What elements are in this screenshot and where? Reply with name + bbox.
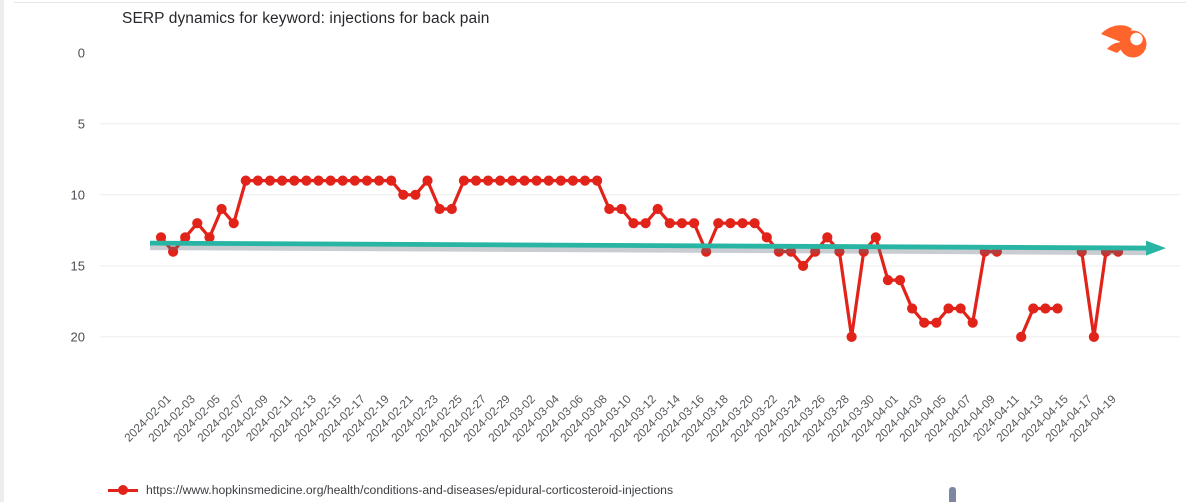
data-point[interactable] <box>483 175 494 186</box>
legend-series-label: https://www.hopkinsmedicine.org/health/c… <box>146 483 674 497</box>
series-line <box>159 179 1120 339</box>
data-point[interactable] <box>531 175 542 186</box>
data-point[interactable] <box>507 175 518 186</box>
data-point[interactable] <box>361 175 373 186</box>
data-point[interactable] <box>168 246 179 257</box>
data-point[interactable] <box>277 175 288 186</box>
data-point[interactable] <box>773 246 785 257</box>
data-point[interactable] <box>458 175 469 186</box>
data-point[interactable] <box>749 218 760 229</box>
data-point[interactable] <box>264 175 276 186</box>
data-point[interactable] <box>846 331 857 342</box>
data-point[interactable] <box>604 203 615 215</box>
trend-line <box>149 240 1149 251</box>
data-point[interactable] <box>628 218 639 229</box>
data-point[interactable] <box>374 175 385 186</box>
legend: https://www.hopkinsmedicine.org/health/c… <box>108 483 673 497</box>
data-point[interactable] <box>155 232 167 243</box>
data-point[interactable] <box>470 175 482 186</box>
data-point[interactable] <box>216 203 227 215</box>
data-point[interactable] <box>386 175 397 186</box>
data-point[interactable] <box>701 246 712 257</box>
data-point[interactable] <box>1052 303 1063 314</box>
data-point[interactable] <box>943 303 954 314</box>
page-edge <box>0 0 4 502</box>
data-point[interactable] <box>689 218 700 229</box>
data-point[interactable] <box>337 175 348 186</box>
data-point[interactable] <box>592 175 603 186</box>
semrush-logo-icon <box>1101 25 1147 58</box>
data-point[interactable] <box>495 175 506 186</box>
data-point[interactable] <box>761 232 772 243</box>
data-point[interactable] <box>543 175 554 186</box>
data-point[interactable] <box>870 232 881 243</box>
trend-arrowhead-icon <box>1146 240 1166 256</box>
data-point[interactable] <box>579 175 591 186</box>
data-point[interactable] <box>519 175 530 186</box>
data-point[interactable] <box>422 175 433 186</box>
data-point[interactable] <box>967 317 978 328</box>
y-tick-label: 0 <box>77 45 85 61</box>
card-top-border <box>14 2 1186 3</box>
data-point[interactable] <box>313 175 324 186</box>
data-point[interactable] <box>410 189 421 200</box>
trend-shadow <box>149 243 1147 256</box>
data-point[interactable] <box>894 275 906 286</box>
data-point[interactable] <box>240 175 251 186</box>
data-point[interactable] <box>228 218 239 229</box>
data-point[interactable] <box>810 246 821 257</box>
data-point[interactable] <box>204 232 215 243</box>
data-point[interactable] <box>919 317 930 328</box>
data-point[interactable] <box>931 317 942 328</box>
data-point[interactable] <box>640 218 651 229</box>
data-point[interactable] <box>785 246 797 257</box>
data-point[interactable] <box>446 203 457 215</box>
y-tick-label: 15 <box>70 258 85 274</box>
data-point[interactable] <box>301 175 312 186</box>
data-point[interactable] <box>252 175 263 186</box>
legend-series-marker-icon <box>108 485 138 495</box>
data-point[interactable] <box>882 275 894 286</box>
scrollbar-thumb[interactable] <box>949 487 956 502</box>
data-point[interactable] <box>434 203 445 215</box>
y-tick-label: 10 <box>70 187 85 203</box>
data-point[interactable] <box>616 203 627 215</box>
data-point[interactable] <box>1088 331 1099 342</box>
data-point[interactable] <box>676 218 688 229</box>
data-point[interactable] <box>289 175 300 186</box>
data-point[interactable] <box>664 218 675 229</box>
data-point[interactable] <box>652 203 663 215</box>
data-point[interactable] <box>398 189 409 200</box>
y-tick-label: 5 <box>77 116 85 132</box>
data-point[interactable] <box>325 175 336 186</box>
chart-title: SERP dynamics for keyword: injections fo… <box>122 10 490 27</box>
data-point[interactable] <box>834 246 845 257</box>
data-point[interactable] <box>1028 303 1039 314</box>
data-point[interactable] <box>737 218 748 229</box>
data-point[interactable] <box>192 218 203 229</box>
y-tick-label: 20 <box>70 329 85 345</box>
data-point[interactable] <box>567 175 579 186</box>
data-point[interactable] <box>955 303 966 314</box>
data-point[interactable] <box>1016 331 1027 342</box>
data-point[interactable] <box>180 232 191 243</box>
data-point[interactable] <box>555 175 566 186</box>
data-point[interactable] <box>1040 303 1051 314</box>
data-point[interactable] <box>713 218 724 229</box>
data-point[interactable] <box>798 260 809 271</box>
data-point[interactable] <box>822 232 833 243</box>
data-point[interactable] <box>349 175 360 186</box>
data-point[interactable] <box>725 218 736 229</box>
data-point[interactable] <box>907 303 918 314</box>
